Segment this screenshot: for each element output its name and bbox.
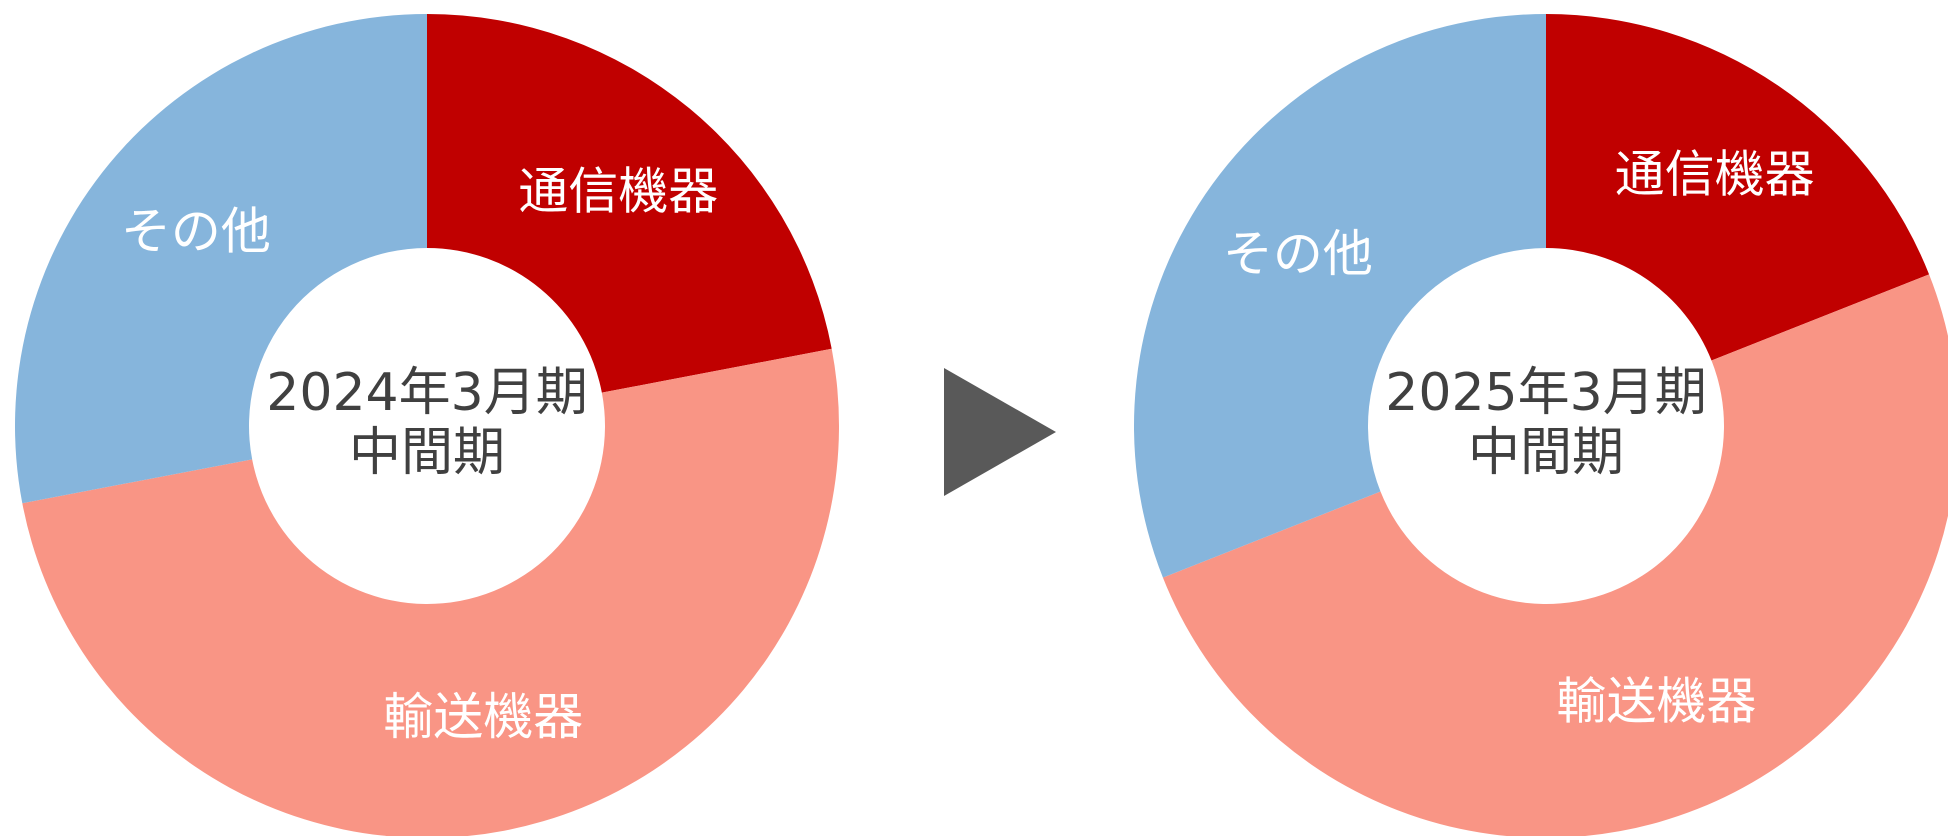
slice xyxy=(427,14,832,393)
center-label: 中間期 xyxy=(1468,423,1624,483)
slice-label: その他 xyxy=(121,202,271,260)
slice xyxy=(22,348,839,836)
center-label: 2025年3月期 xyxy=(1385,363,1706,423)
slice-label: 通信機器 xyxy=(1615,145,1815,203)
center-label: 2024年3月期 xyxy=(266,363,587,423)
center-label: 中間期 xyxy=(349,423,505,483)
slice-label: 輸送機器 xyxy=(383,688,583,746)
slice-label: その他 xyxy=(1223,225,1373,283)
slice xyxy=(1162,274,1948,836)
slice xyxy=(1546,14,1930,361)
slice xyxy=(1134,14,1546,578)
slice-label: 輸送機器 xyxy=(1556,672,1756,730)
slice-label: 通信機器 xyxy=(518,162,718,220)
slice xyxy=(14,14,427,504)
arrow xyxy=(944,368,1056,496)
